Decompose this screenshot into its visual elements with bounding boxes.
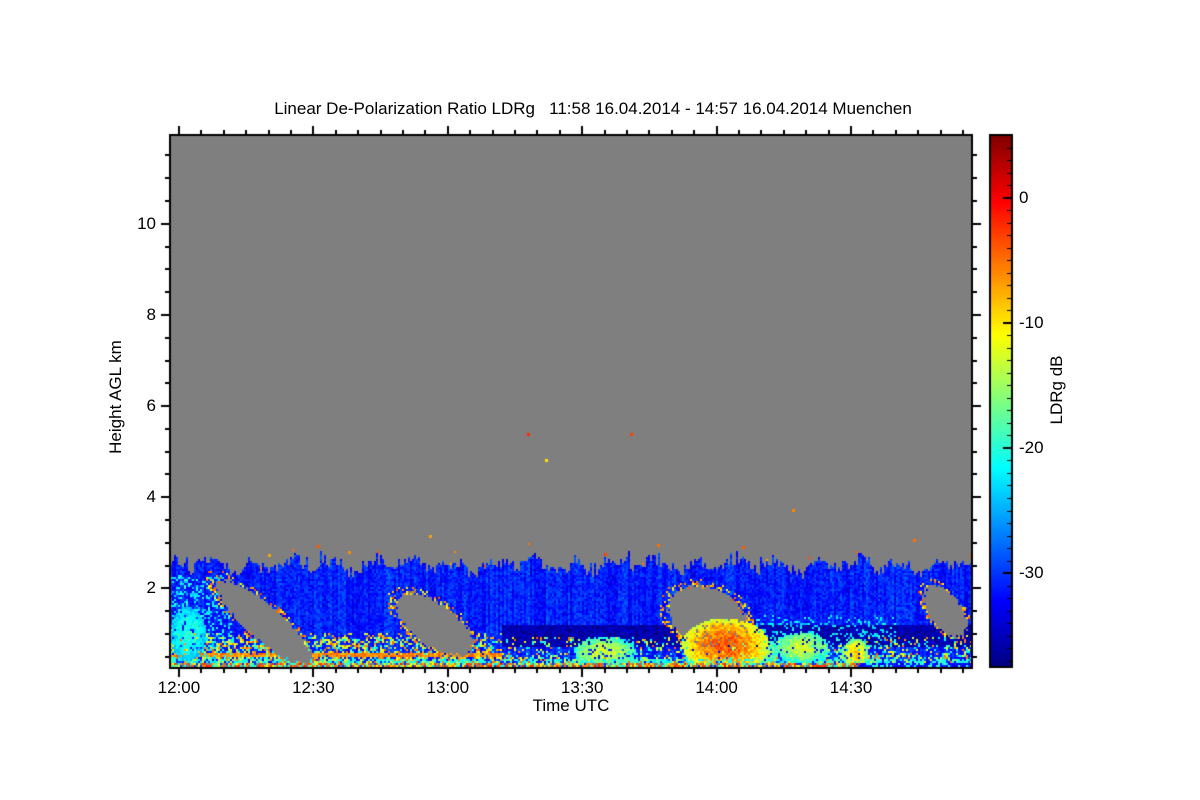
y-tick-label: 2 [146, 578, 156, 598]
x-tick-label: 13:30 [560, 678, 604, 697]
x-tick-label: 13:00 [426, 678, 470, 697]
y-tick-label: 6 [146, 396, 156, 416]
cbar-tick-label: -10 [1019, 312, 1044, 332]
chart-title: Linear De-Polarization Ratio LDRg 11:58 … [274, 99, 912, 118]
cbar-tick-label: -20 [1019, 437, 1044, 457]
cbar-tick-label: -30 [1019, 563, 1044, 583]
y-tick-label: 8 [146, 304, 156, 324]
x-tick-label: 12:00 [157, 678, 201, 697]
x-tick-label: 14:00 [695, 678, 738, 697]
x-axis-label: Time UTC [532, 696, 610, 715]
y-tick-label: 10 [137, 213, 156, 233]
cbar-tick-label: 0 [1019, 187, 1029, 207]
colorbar-label: LDRg dB [1047, 355, 1066, 425]
y-tick-label: 4 [146, 487, 156, 507]
x-tick-label: 12:30 [292, 678, 335, 697]
x-tick-label: 14:30 [829, 678, 873, 697]
